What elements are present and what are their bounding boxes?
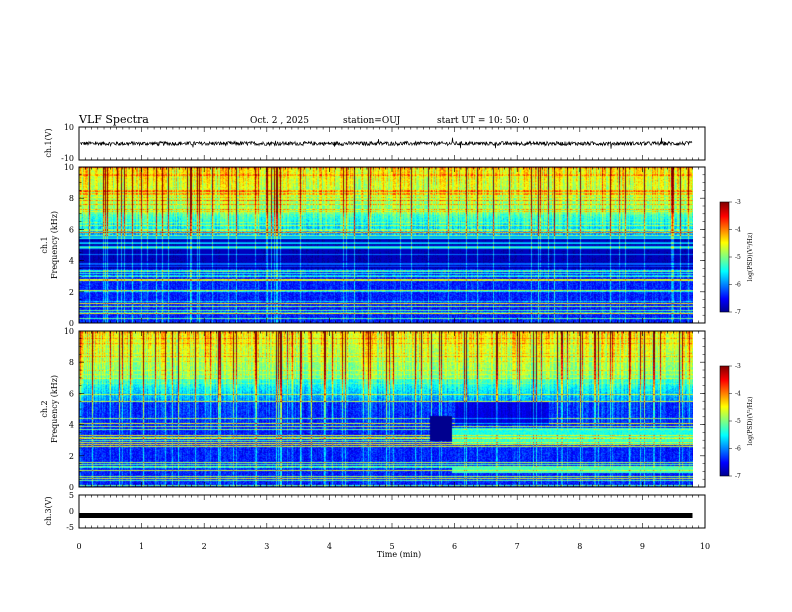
ch2-spec-ytick-label: 4: [69, 421, 74, 430]
ch1-spec-ytick-label: 4: [69, 257, 74, 266]
time-tick-label: 3: [264, 542, 269, 551]
time-tick-label: 2: [202, 542, 207, 551]
colorbar-ch1-tick-label: -4: [735, 227, 741, 234]
figure-title: VLF Spectra: [78, 113, 149, 126]
date-label: Oct. 2 , 2025: [250, 116, 309, 126]
ch1-spec-ytick-label: 2: [69, 288, 74, 297]
time-axis-label: Time (min): [377, 550, 421, 559]
colorbar-ch2: -3 -4 -5 -6 -7 log(PSD)(V²/Hz): [719, 363, 754, 480]
ch1-waveform-trace: [79, 137, 693, 149]
time-tick-label: 10: [700, 542, 710, 551]
ch3-ytick-bottom: -5: [66, 523, 74, 532]
ch2-spec-ytick-label: 6: [69, 389, 74, 398]
start-time-label: start UT = 10: 50: 0: [437, 116, 529, 126]
ch2-spectrogram-image: [79, 331, 693, 487]
ch2-spec-ytick-label: 2: [69, 452, 74, 461]
ch2-spectrogram-panel: 0 2 4 6 8 10 ch.2 Frequency (kHz): [40, 327, 706, 492]
time-tick-label: 7: [515, 542, 520, 551]
colorbar-ch1-tick-label: -7: [735, 309, 741, 316]
ch2-spec-ytick-label: 8: [69, 358, 74, 367]
station-label: station=OUJ: [343, 116, 401, 126]
colorbar-ch1: -3 -4 -5 -6 -7 log(PSD)(V²/Hz): [719, 199, 754, 316]
colorbar-ch2-gradient: [719, 365, 730, 477]
ch1-spec-ytick-label: 6: [69, 225, 74, 234]
time-tick-label: 9: [640, 542, 645, 551]
colorbar-ch1-tick-label: -6: [735, 282, 741, 289]
ch1-spectrogram-ylabel-frequency: Frequency (kHz): [50, 211, 59, 279]
colorbar-ch2-tick-label: -3: [735, 363, 741, 370]
ch1-waveform-panel: 10 -10 ch.1(V): [44, 123, 706, 163]
time-tick-label: 5: [389, 542, 394, 551]
colorbar-ch1-tick-label: -5: [735, 254, 741, 261]
time-tick-label: 8: [577, 542, 582, 551]
ch2-spec-ytick-label: 0: [69, 483, 74, 492]
ch1-spec-ytick-label: 8: [69, 194, 74, 203]
colorbar-ch2-tick-label: -6: [735, 446, 741, 453]
ch1-ylabel: ch.1(V): [44, 128, 53, 157]
ch2-spec-ytick-label: 10: [64, 327, 74, 336]
colorbar-ch2-label: log(PSD)(V²/Hz): [747, 397, 754, 446]
ch1-spec-ytick-label: 10: [64, 163, 74, 172]
time-tick-label: 0: [76, 542, 81, 551]
time-tick-label: 1: [139, 542, 144, 551]
time-axis-tick-labels: 0 1 2 3 4 5 6 7 8 9 10: [76, 542, 710, 551]
ch2-spectrogram-ylabel-channel: ch.2: [40, 400, 49, 417]
ch1-spectrogram-image: [79, 167, 693, 323]
ch3-ylabel: ch.3(V): [44, 496, 53, 525]
time-tick-label: 6: [452, 542, 457, 551]
colorbar-ch2-tick-label: -4: [735, 391, 741, 398]
ch3-ytick-mid: 0: [69, 507, 74, 516]
colorbar-ch2-tick-label: -7: [735, 473, 741, 480]
ch1-ytick-top: 10: [64, 123, 74, 132]
ch3-ytick-top: 5: [69, 491, 74, 500]
colorbar-ch2-tick-label: -5: [735, 418, 741, 425]
colorbar-ch1-gradient: [719, 201, 730, 313]
ch1-spectrogram-panel: 0 2 4 6 8 10 ch.1 Frequency (kHz): [40, 163, 706, 328]
ch1-spectrogram-ylabel-channel: ch.1: [40, 236, 49, 253]
ch3-waveform-panel: 5 0 -5 ch.3(V): [44, 491, 706, 532]
ch1-ytick-bottom: -10: [61, 154, 74, 163]
ch3-waveform-trace: [79, 513, 693, 518]
ch2-spectrogram-ylabel-frequency: Frequency (kHz): [50, 375, 59, 443]
colorbar-ch1-label: log(PSD)(V²/Hz): [747, 233, 754, 282]
time-tick-marks: [78, 127, 706, 528]
time-tick-label: 4: [327, 542, 332, 551]
ch1-spec-ytick-label: 0: [69, 319, 74, 328]
colorbar-ch1-tick-label: -3: [735, 199, 741, 206]
